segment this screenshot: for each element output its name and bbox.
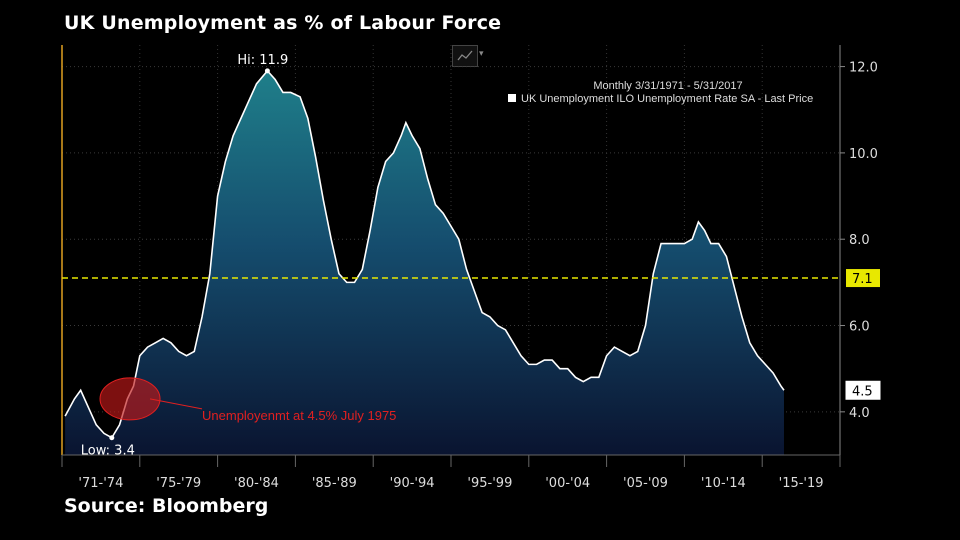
annotations: Hi: 11.9 Low: 3.4 Unemployenmt at 4.5% J…: [81, 53, 397, 459]
last-value-tag: 4.5: [845, 380, 881, 400]
x-tick-label: '00-'04: [545, 476, 590, 491]
y-tick-label: 8.0: [849, 233, 870, 248]
reference-value-box: [846, 269, 880, 288]
legend-period: Monthly 3/31/1971 - 5/31/2017: [593, 80, 742, 92]
y-tick-label: 12.0: [849, 61, 878, 76]
axes: [61, 45, 841, 467]
low-marker: [109, 435, 115, 441]
chart-title: UK Unemployment as % of Labour Force: [64, 12, 502, 34]
y-tick-label: 4.0: [849, 406, 870, 421]
series-area: [65, 70, 784, 455]
line-chart-icon: [457, 50, 473, 61]
y-tick-label: 10.0: [849, 147, 878, 162]
high-marker: [264, 68, 270, 74]
low-label: Low: 3.4: [81, 444, 135, 459]
source-credit: Source: Bloomberg: [64, 495, 269, 517]
chevron-down-icon[interactable]: ▾: [479, 48, 484, 58]
legend: Monthly 3/31/1971 - 5/31/2017 UK Unemplo…: [508, 80, 813, 105]
x-tick-label: '71-'74: [78, 476, 123, 491]
chart-type-button[interactable]: [452, 45, 478, 67]
x-tick-label: '80-'84: [234, 476, 279, 491]
y-tick-label: 6.0: [849, 320, 870, 335]
legend-series-label: UK Unemployment ILO Unemployment Rate SA…: [521, 93, 813, 105]
x-tick-label: '75-'79: [156, 476, 201, 491]
reference-value-tag: 7.1: [846, 269, 880, 288]
x-tick-label: '05-'09: [623, 476, 668, 491]
reference-value-label: 7.1: [852, 272, 873, 287]
x-tick-label: '85-'89: [312, 476, 357, 491]
area-layer: [64, 69, 785, 455]
y-axis-labels: 4.0 6.0 8.0 10.0 12.0: [840, 61, 878, 421]
last-value-label: 4.5: [852, 384, 873, 399]
highlight-ellipse: [99, 377, 161, 421]
x-tick-label: '15-'19: [779, 476, 824, 491]
series-line: [64, 69, 785, 439]
last-value-box: [845, 380, 881, 400]
annotation-pointer: [149, 398, 203, 410]
high-label: Hi: 11.9: [237, 53, 288, 68]
x-tick-label: '10-'14: [701, 476, 746, 491]
annotation-text: Unemployenmt at 4.5% July 1975: [202, 408, 396, 423]
x-axis-labels: '71-'74 '75-'79 '80-'84 '85-'89 '90-'94 '95-'…: [78, 476, 823, 491]
x-tick-label: '90-'94: [390, 476, 435, 491]
legend-swatch: [508, 94, 516, 102]
x-tick-label: '95-'99: [467, 476, 512, 491]
